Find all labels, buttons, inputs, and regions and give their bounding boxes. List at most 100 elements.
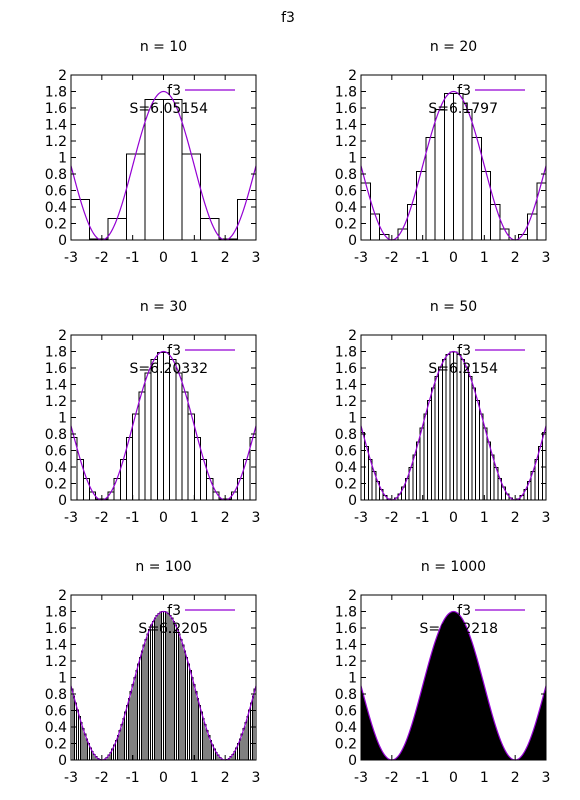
y-tick-label: 1.4 bbox=[45, 638, 67, 654]
legend-label: f3 bbox=[167, 343, 181, 359]
y-tick-label: 2 bbox=[348, 328, 357, 344]
bar bbox=[536, 182, 547, 241]
bar bbox=[430, 387, 436, 501]
bar bbox=[527, 213, 538, 241]
x-tick-label: 2 bbox=[511, 510, 520, 526]
bar bbox=[126, 153, 146, 241]
bar bbox=[486, 441, 491, 501]
y-tick-label: 1.8 bbox=[45, 85, 67, 101]
y-tick-label: 0.2 bbox=[45, 217, 67, 233]
y-tick-label: 0 bbox=[348, 233, 357, 249]
x-tick-label: -3 bbox=[354, 770, 368, 786]
panel-title: n = 20 bbox=[430, 39, 477, 55]
y-tick-label: 2 bbox=[58, 588, 67, 604]
y-tick-label: 0 bbox=[348, 753, 357, 769]
y-tick-label: 0.2 bbox=[335, 477, 357, 493]
y-tick-label: 1.6 bbox=[335, 361, 357, 377]
x-tick-label: -2 bbox=[385, 770, 399, 786]
panel-title: n = 1000 bbox=[421, 559, 486, 575]
y-tick-label: 0 bbox=[58, 233, 67, 249]
y-tick-label: 0.4 bbox=[335, 720, 357, 736]
bar bbox=[471, 136, 482, 241]
x-tick-label: 2 bbox=[221, 510, 230, 526]
bar bbox=[369, 213, 380, 241]
x-tick-label: -3 bbox=[64, 510, 78, 526]
area-annotation: S=6.2154 bbox=[428, 361, 498, 377]
y-tick-label: 2 bbox=[348, 68, 357, 84]
bar bbox=[464, 366, 469, 501]
y-tick-label: 1.4 bbox=[335, 118, 357, 134]
legend-label: f3 bbox=[167, 83, 181, 99]
x-tick-label: -2 bbox=[385, 510, 399, 526]
y-tick-label: 0.4 bbox=[335, 460, 357, 476]
bar bbox=[169, 359, 177, 501]
x-tick-label: 0 bbox=[449, 250, 458, 266]
x-tick-label: -1 bbox=[126, 510, 140, 526]
y-tick-label: 0.8 bbox=[335, 167, 357, 183]
bar bbox=[434, 108, 445, 241]
bar bbox=[181, 391, 189, 501]
y-tick-label: 0.2 bbox=[45, 737, 67, 753]
bar bbox=[490, 454, 495, 501]
bar bbox=[107, 217, 127, 241]
x-tick-label: -3 bbox=[354, 510, 368, 526]
x-tick-label: -1 bbox=[416, 770, 430, 786]
x-tick-label: 0 bbox=[159, 250, 168, 266]
legend-label: f3 bbox=[457, 603, 471, 619]
panel-title: n = 30 bbox=[140, 299, 187, 315]
bar bbox=[434, 376, 440, 501]
area-annotation: S=6.22218 bbox=[419, 621, 498, 637]
legend-label: f3 bbox=[457, 343, 471, 359]
bar bbox=[144, 99, 164, 241]
bar bbox=[132, 413, 140, 501]
y-tick-label: 1 bbox=[348, 411, 357, 427]
y-tick-label: 1.4 bbox=[45, 378, 67, 394]
x-tick-label: 2 bbox=[511, 250, 520, 266]
x-tick-label: -3 bbox=[64, 770, 78, 786]
bar bbox=[82, 477, 91, 501]
y-tick-label: 0.4 bbox=[45, 460, 67, 476]
bar bbox=[541, 432, 547, 501]
bar bbox=[538, 445, 543, 501]
x-tick-label: -1 bbox=[126, 770, 140, 786]
y-tick-label: 1.4 bbox=[335, 378, 357, 394]
bar bbox=[360, 432, 366, 501]
panels-group: n = 1000.20.40.60.811.21.41.61.82-3 -2 -1 0… bbox=[45, 39, 551, 786]
legend-label: f3 bbox=[457, 83, 471, 99]
bar bbox=[425, 136, 436, 241]
area-annotation: S=6.05154 bbox=[129, 101, 208, 117]
y-tick-label: 1.4 bbox=[45, 118, 67, 134]
area-annotation: S=6.2205 bbox=[138, 621, 208, 637]
bar bbox=[416, 441, 421, 501]
x-tick-label: 3 bbox=[252, 510, 261, 526]
x-tick-label: -1 bbox=[126, 250, 140, 266]
x-tick-label: 0 bbox=[159, 510, 168, 526]
bar bbox=[471, 387, 477, 501]
bar bbox=[406, 204, 417, 241]
x-tick-label: 3 bbox=[542, 770, 551, 786]
y-tick-label: 1.8 bbox=[335, 345, 357, 361]
y-tick-label: 1.6 bbox=[45, 101, 67, 117]
y-tick-label: 0.6 bbox=[335, 184, 357, 200]
x-tick-label: 0 bbox=[449, 510, 458, 526]
y-tick-label: 1.4 bbox=[335, 638, 357, 654]
bar bbox=[150, 359, 158, 501]
bar bbox=[427, 400, 432, 501]
y-tick-label: 0.6 bbox=[335, 704, 357, 720]
y-tick-label: 1.8 bbox=[335, 85, 357, 101]
y-tick-label: 0.6 bbox=[335, 444, 357, 460]
y-tick-label: 0.8 bbox=[45, 687, 67, 703]
y-tick-label: 1.8 bbox=[45, 605, 67, 621]
y-tick-label: 1 bbox=[348, 671, 357, 687]
bar bbox=[113, 477, 121, 501]
bar bbox=[412, 454, 417, 501]
y-tick-label: 1.6 bbox=[45, 621, 67, 637]
y-tick-label: 0.6 bbox=[45, 704, 67, 720]
y-tick-label: 1 bbox=[58, 151, 67, 167]
x-tick-label: 0 bbox=[449, 770, 458, 786]
bar bbox=[438, 366, 443, 501]
y-tick-label: 1.6 bbox=[335, 621, 357, 637]
